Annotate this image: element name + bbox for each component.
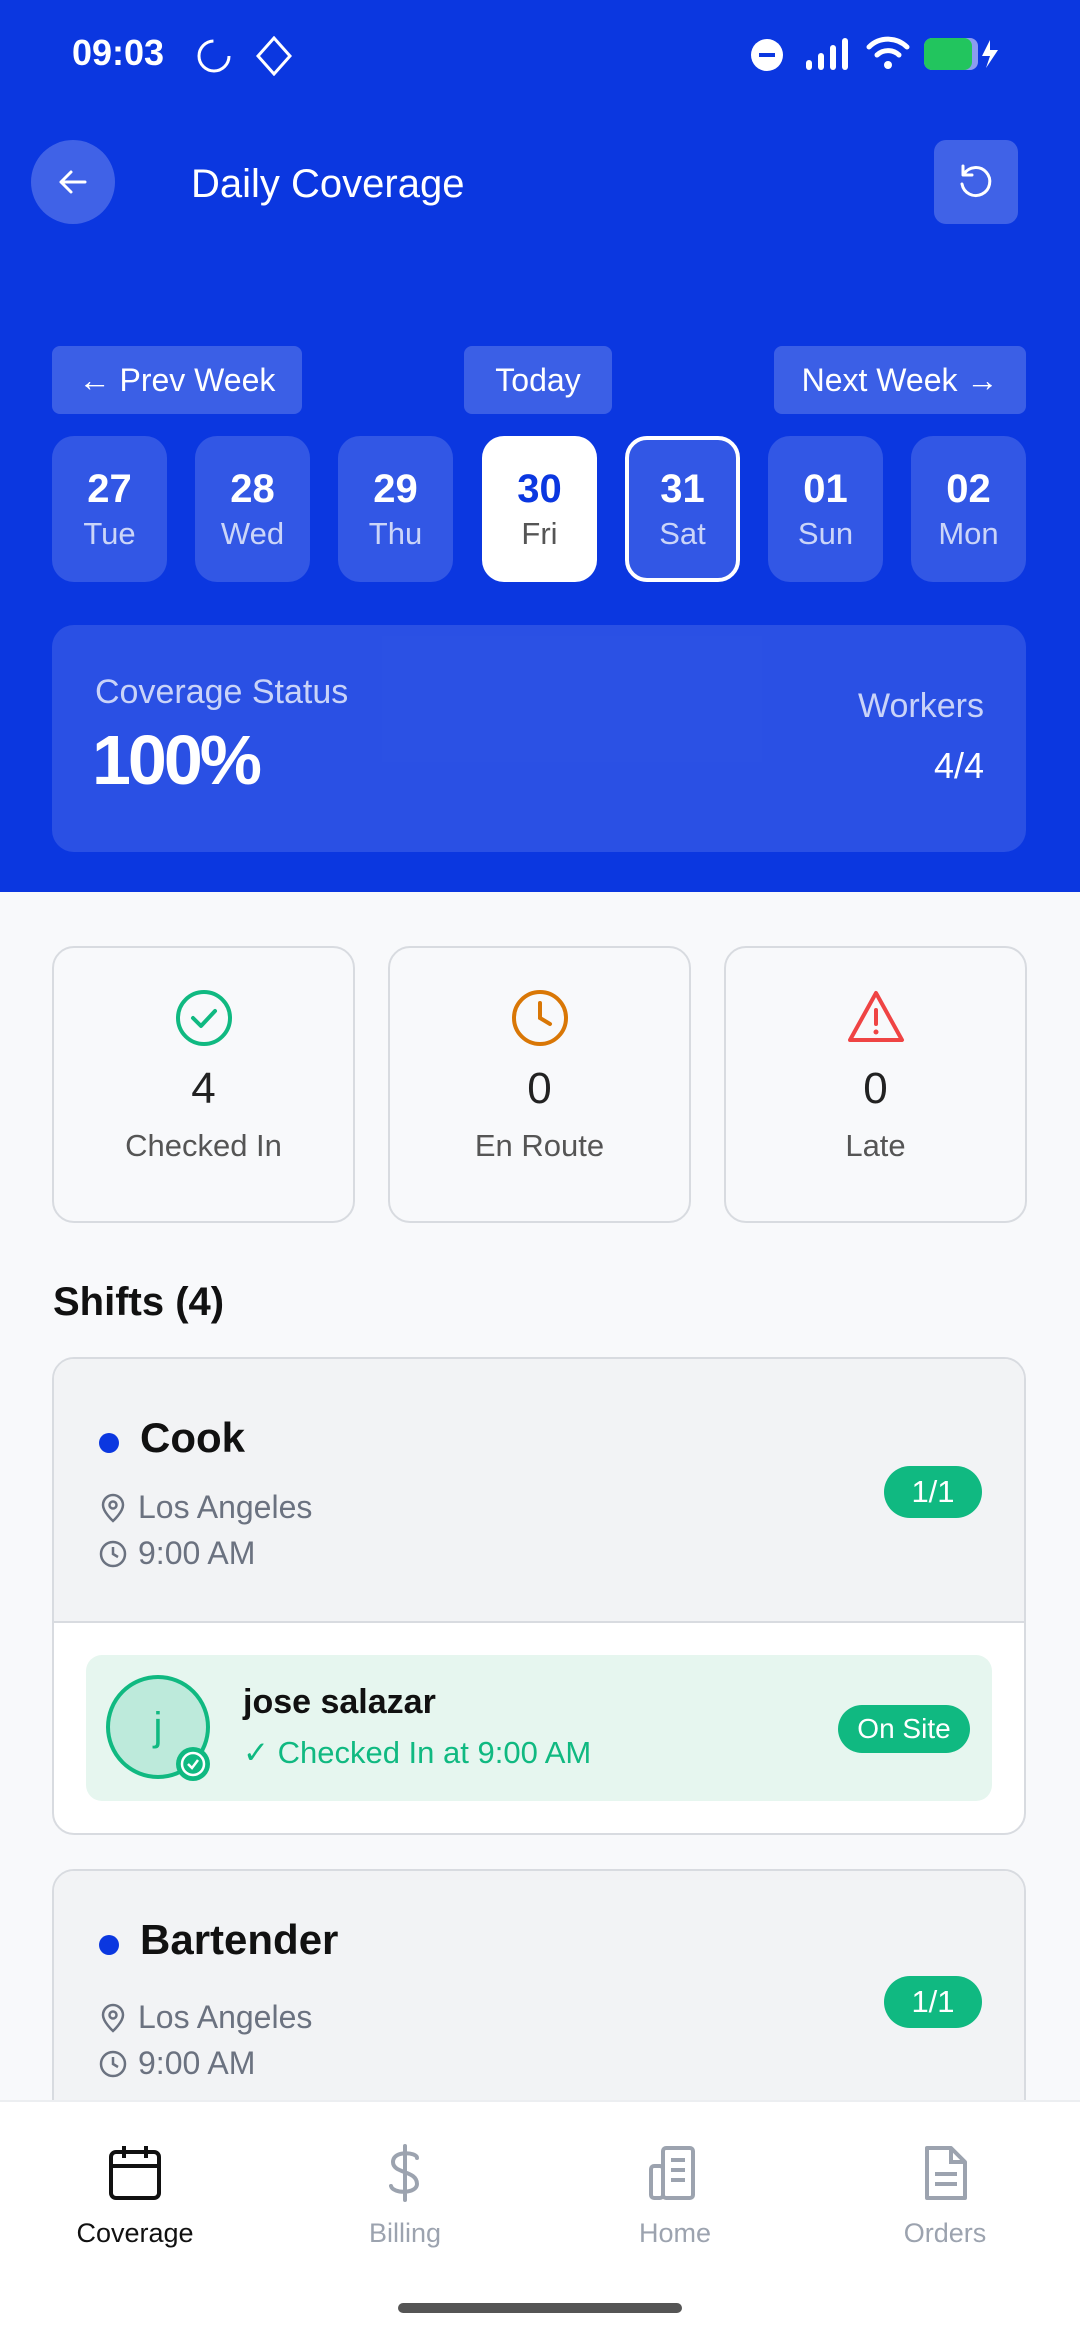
shift-time: 9:00 AM: [98, 2045, 255, 2082]
day-tile[interactable]: 29 Thu: [338, 436, 453, 582]
app-notification-icon: [256, 36, 292, 76]
check-circle-icon: [175, 990, 232, 1046]
alert-triangle-icon: [847, 991, 904, 1042]
day-name: Tue: [83, 515, 136, 551]
shifts-heading: Shifts (4): [53, 1280, 225, 1324]
filled-badge: 1/1: [884, 1976, 982, 2028]
day-number: 31: [660, 466, 705, 511]
day-number: 30: [517, 466, 562, 511]
refresh-icon: [960, 164, 992, 198]
status-time: 09:03: [72, 32, 165, 73]
day-number: 28: [230, 466, 275, 511]
nav-label: Home: [638, 2218, 712, 2248]
day-number: 27: [87, 466, 132, 511]
shift-header: Cook Los Angeles 9:00 AM 1/1: [54, 1359, 1024, 1623]
day-name: Sat: [659, 515, 706, 551]
battery-icon: [924, 38, 998, 70]
clock-icon: [99, 1540, 127, 1567]
checkin-status: ✓ Checked In at 9:00 AM: [243, 1735, 592, 1770]
coverage-label: Coverage Status: [95, 673, 349, 711]
location-text: Los Angeles: [138, 1489, 313, 1525]
calendar-icon: [109, 2146, 161, 2200]
day-tile-today[interactable]: 31 Sat: [625, 436, 740, 582]
dnd-icon: [751, 39, 783, 71]
day-number: 02: [946, 466, 991, 511]
day-name: Fri: [521, 515, 558, 551]
shift-time: 9:00 AM: [98, 1535, 255, 1572]
workers-label: Workers: [858, 687, 984, 725]
stat-value: 0: [863, 1064, 888, 1113]
nav-home[interactable]: Home: [575, 2144, 775, 2249]
coverage-status-card: Coverage Status 100% Workers 4/4: [52, 625, 1026, 852]
back-button[interactable]: [31, 140, 115, 224]
time-text: 9:00 AM: [138, 1535, 256, 1571]
arrow-left-icon: [59, 170, 87, 194]
prev-week-button[interactable]: ← Prev Week: [52, 346, 302, 414]
stat-value: 0: [527, 1064, 552, 1113]
stat-en-route: 0 En Route: [388, 946, 691, 1223]
clock-icon: [99, 2050, 127, 2077]
nav-label: Orders: [903, 2218, 987, 2248]
stat-value: 4: [191, 1064, 216, 1113]
status-dot: [99, 1935, 119, 1955]
header: 09:03 Daily Coverage ← Prev Week Today N…: [0, 0, 1080, 892]
dollar-icon: [389, 2144, 420, 2202]
page-title: Daily Coverage: [191, 162, 465, 206]
day-name: Mon: [938, 515, 999, 551]
nav-orders[interactable]: Orders: [845, 2144, 1045, 2249]
stat-label: Late: [845, 1128, 906, 1163]
time-text: 9:00 AM: [138, 2045, 256, 2081]
day-number: 01: [803, 466, 848, 511]
day-tile[interactable]: 01 Sun: [768, 436, 883, 582]
location-text: Los Angeles: [138, 1999, 313, 2035]
stat-label: En Route: [474, 1128, 605, 1163]
stat-label: Checked In: [125, 1128, 282, 1163]
refresh-button[interactable]: [934, 140, 1018, 224]
shift-location: Los Angeles: [98, 1999, 312, 2036]
verified-check-icon: [176, 1747, 210, 1781]
wifi-icon: [866, 36, 910, 69]
shift-role: Cook: [140, 1414, 245, 1461]
stat-late: 0 Late: [724, 946, 1027, 1223]
nav-coverage[interactable]: Coverage: [35, 2144, 235, 2249]
home-indicator[interactable]: [398, 2303, 682, 2313]
document-icon: [925, 2146, 967, 2200]
day-name: Wed: [220, 515, 285, 551]
coverage-percent: 100%: [92, 721, 262, 799]
nav-billing[interactable]: Billing: [305, 2144, 505, 2249]
day-tile[interactable]: 27 Tue: [52, 436, 167, 582]
day-name: Sun: [797, 515, 854, 551]
shift-location: Los Angeles: [98, 1489, 312, 1526]
stat-checked-in: 4 Checked In: [52, 946, 355, 1223]
shift-role: Bartender: [140, 1916, 339, 1963]
filled-badge: 1/1: [884, 1466, 982, 1518]
day-number: 29: [373, 466, 418, 511]
day-tile-selected[interactable]: 30 Fri: [482, 436, 597, 582]
nav-label: Billing: [368, 2218, 442, 2248]
day-tile[interactable]: 28 Wed: [195, 436, 310, 582]
signal-icon: [806, 38, 848, 70]
day-name: Thu: [368, 515, 423, 551]
bottom-nav: Coverage Billing Home Orders: [0, 2100, 1080, 2340]
today-button[interactable]: Today: [464, 346, 612, 414]
on-site-badge: On Site: [838, 1705, 970, 1753]
worker-row[interactable]: j jose salazar ✓ Checked In at 9:00 AM O…: [86, 1655, 992, 1801]
clock-icon: [511, 990, 568, 1046]
next-week-button[interactable]: Next Week →: [774, 346, 1026, 414]
building-icon: [649, 2146, 695, 2200]
loading-icon: [197, 39, 231, 73]
workers-count: 4/4: [933, 745, 984, 786]
worker-name: jose salazar: [243, 1683, 436, 1721]
day-tile[interactable]: 02 Mon: [911, 436, 1026, 582]
map-pin-icon: [101, 2003, 125, 2033]
shift-card[interactable]: Cook Los Angeles 9:00 AM 1/1 j jose sala…: [52, 1357, 1026, 1835]
map-pin-icon: [101, 1493, 125, 1523]
status-dot: [99, 1433, 119, 1453]
nav-label: Coverage: [76, 2218, 194, 2248]
